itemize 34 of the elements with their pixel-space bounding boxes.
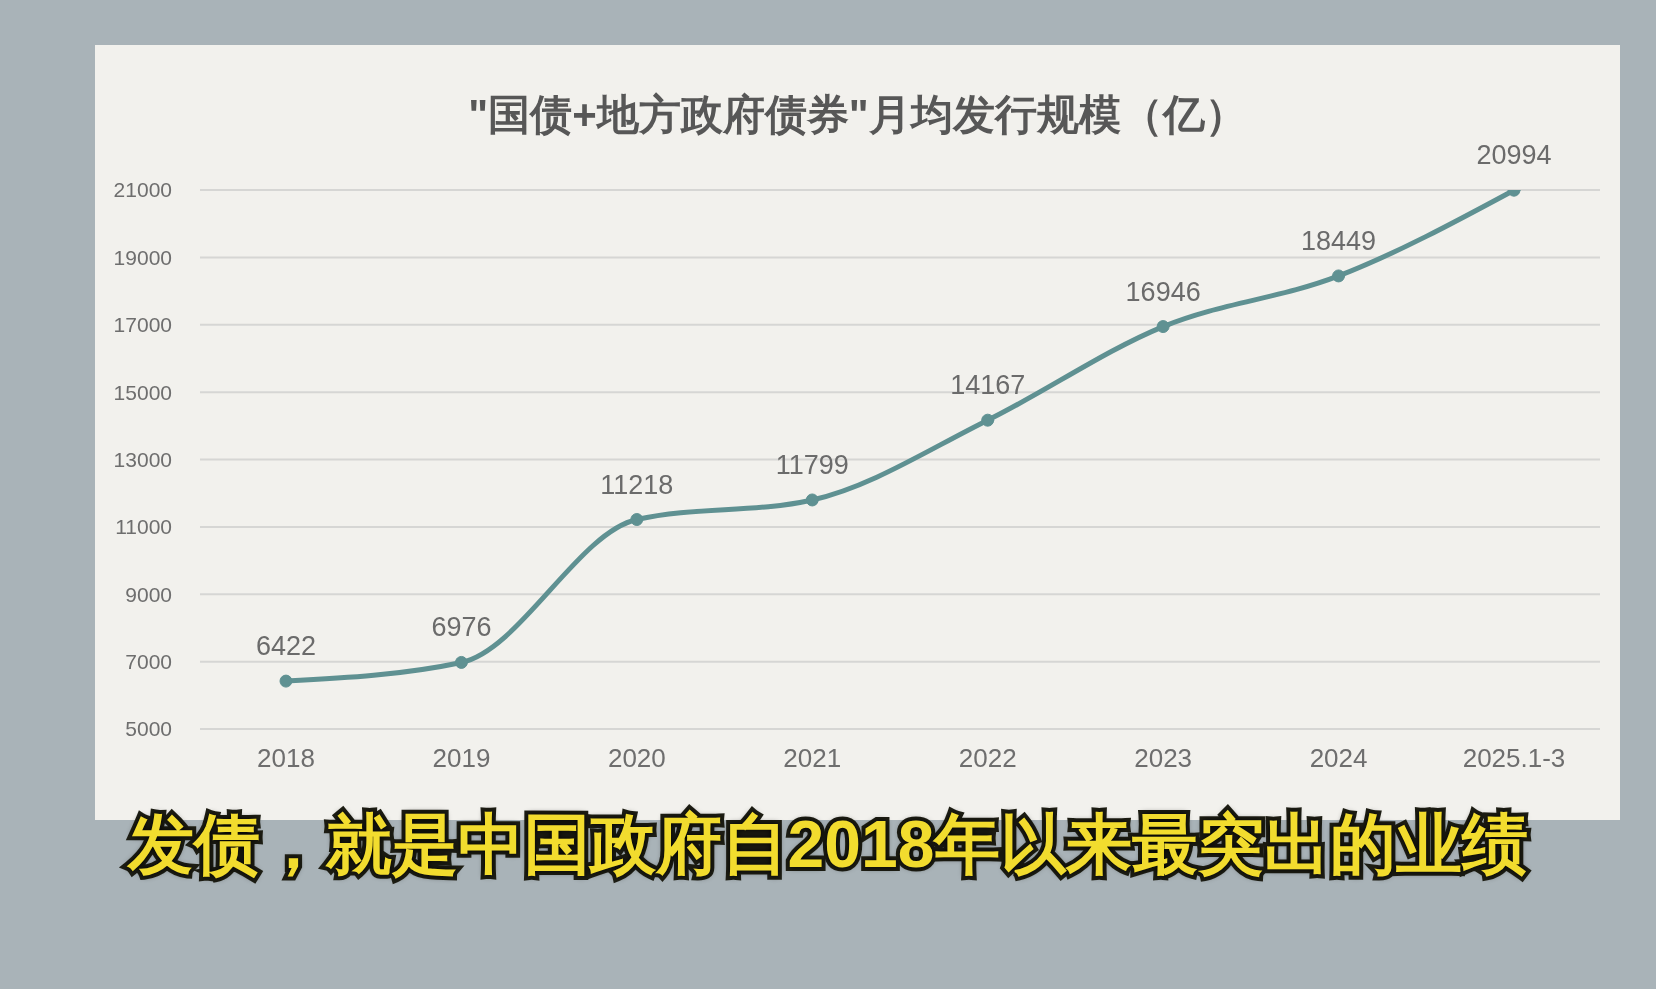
point	[454, 655, 468, 669]
y-tick-label: 11000	[115, 515, 172, 539]
x-tick-label: 2019	[432, 743, 491, 774]
y-tick-label: 5000	[125, 717, 172, 741]
text: 发债，就是中国政府自2018年以来最突出的业绩	[126, 806, 1530, 883]
data-label: 11799	[775, 449, 849, 480]
point	[981, 413, 995, 427]
y-tick-label: 19000	[113, 245, 172, 269]
data-label: 18449	[1301, 225, 1377, 256]
y-tick-label: 15000	[113, 380, 172, 404]
x-tick-label: 2018	[257, 743, 315, 774]
x-tick-label: 2021	[783, 743, 842, 774]
data-label: 6422	[255, 631, 317, 662]
data-label: 6976	[431, 612, 492, 643]
point	[1332, 269, 1346, 283]
point	[805, 493, 819, 507]
data-label: 20994	[1476, 140, 1552, 171]
data-label: 14167	[950, 370, 1026, 401]
data-label: 16946	[1125, 276, 1201, 307]
x-tick-label: 2024	[1309, 743, 1368, 774]
y-tick-label: 21000	[113, 178, 172, 202]
y-tick-label: 17000	[113, 313, 172, 337]
y-tick-label: 9000	[125, 582, 172, 606]
y-tick-label: 7000	[125, 650, 172, 674]
point	[630, 513, 644, 527]
chart-title: "国债+地方政府债券"月均发行规模（亿）	[468, 91, 1247, 138]
y-tick-label: 13000	[113, 447, 172, 471]
x-tick-label: 2020	[607, 743, 666, 774]
point	[1156, 320, 1170, 334]
x-tick-label: 2023	[1134, 743, 1193, 774]
x-tick-label: 2022	[958, 743, 1017, 774]
data-label: 11218	[600, 469, 674, 500]
x-tick-label: 2025.1-3	[1462, 743, 1566, 774]
point	[279, 674, 293, 688]
